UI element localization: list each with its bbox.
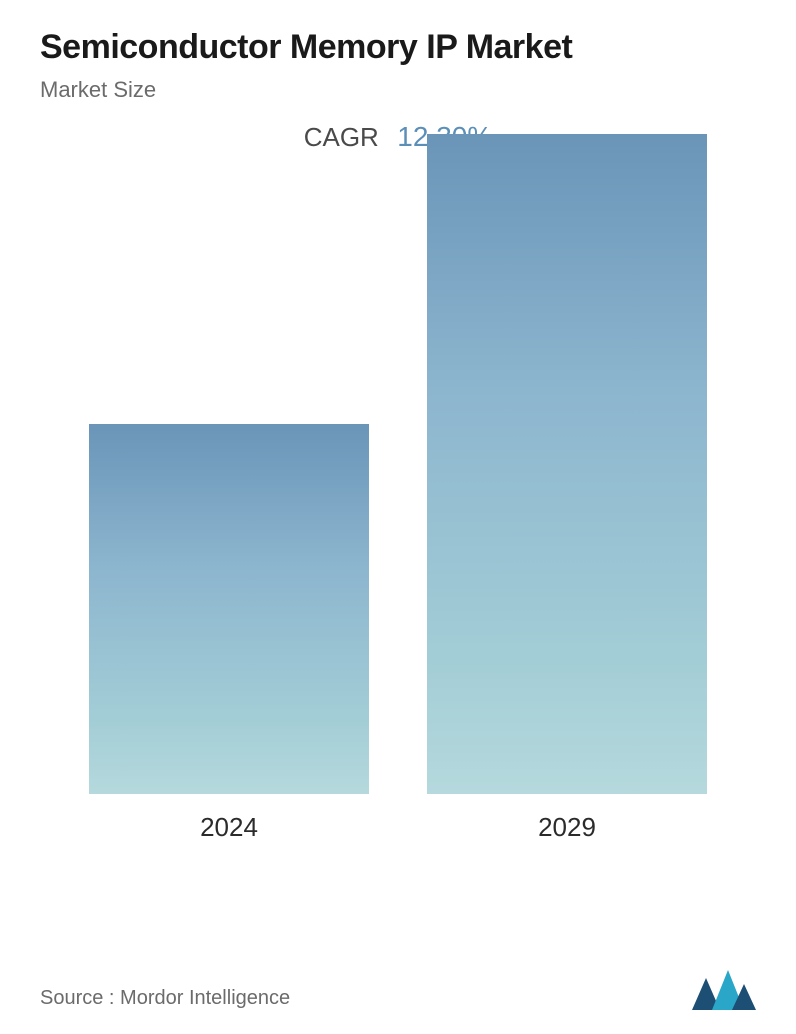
bar-label-0: 2024 xyxy=(200,812,258,843)
source-text: Source : Mordor Intelligence xyxy=(40,987,290,1010)
footer: Source : Mordor Intelligence xyxy=(40,970,756,1010)
brand-logo-icon xyxy=(692,970,756,1010)
chart-area: 2024 2029 xyxy=(40,183,756,903)
chart-title: Semiconductor Memory IP Market xyxy=(40,28,756,67)
bar-label-1: 2029 xyxy=(538,812,596,843)
bars-wrap: 2024 2029 xyxy=(40,183,756,843)
chart-subtitle: Market Size xyxy=(40,77,756,103)
bar-group-1: 2029 xyxy=(427,134,707,843)
bar-0 xyxy=(89,424,369,794)
bar-group-0: 2024 xyxy=(89,424,369,843)
bar-1 xyxy=(427,134,707,794)
cagr-label: CAGR xyxy=(304,122,379,153)
chart-container: Semiconductor Memory IP Market Market Si… xyxy=(0,0,796,1034)
